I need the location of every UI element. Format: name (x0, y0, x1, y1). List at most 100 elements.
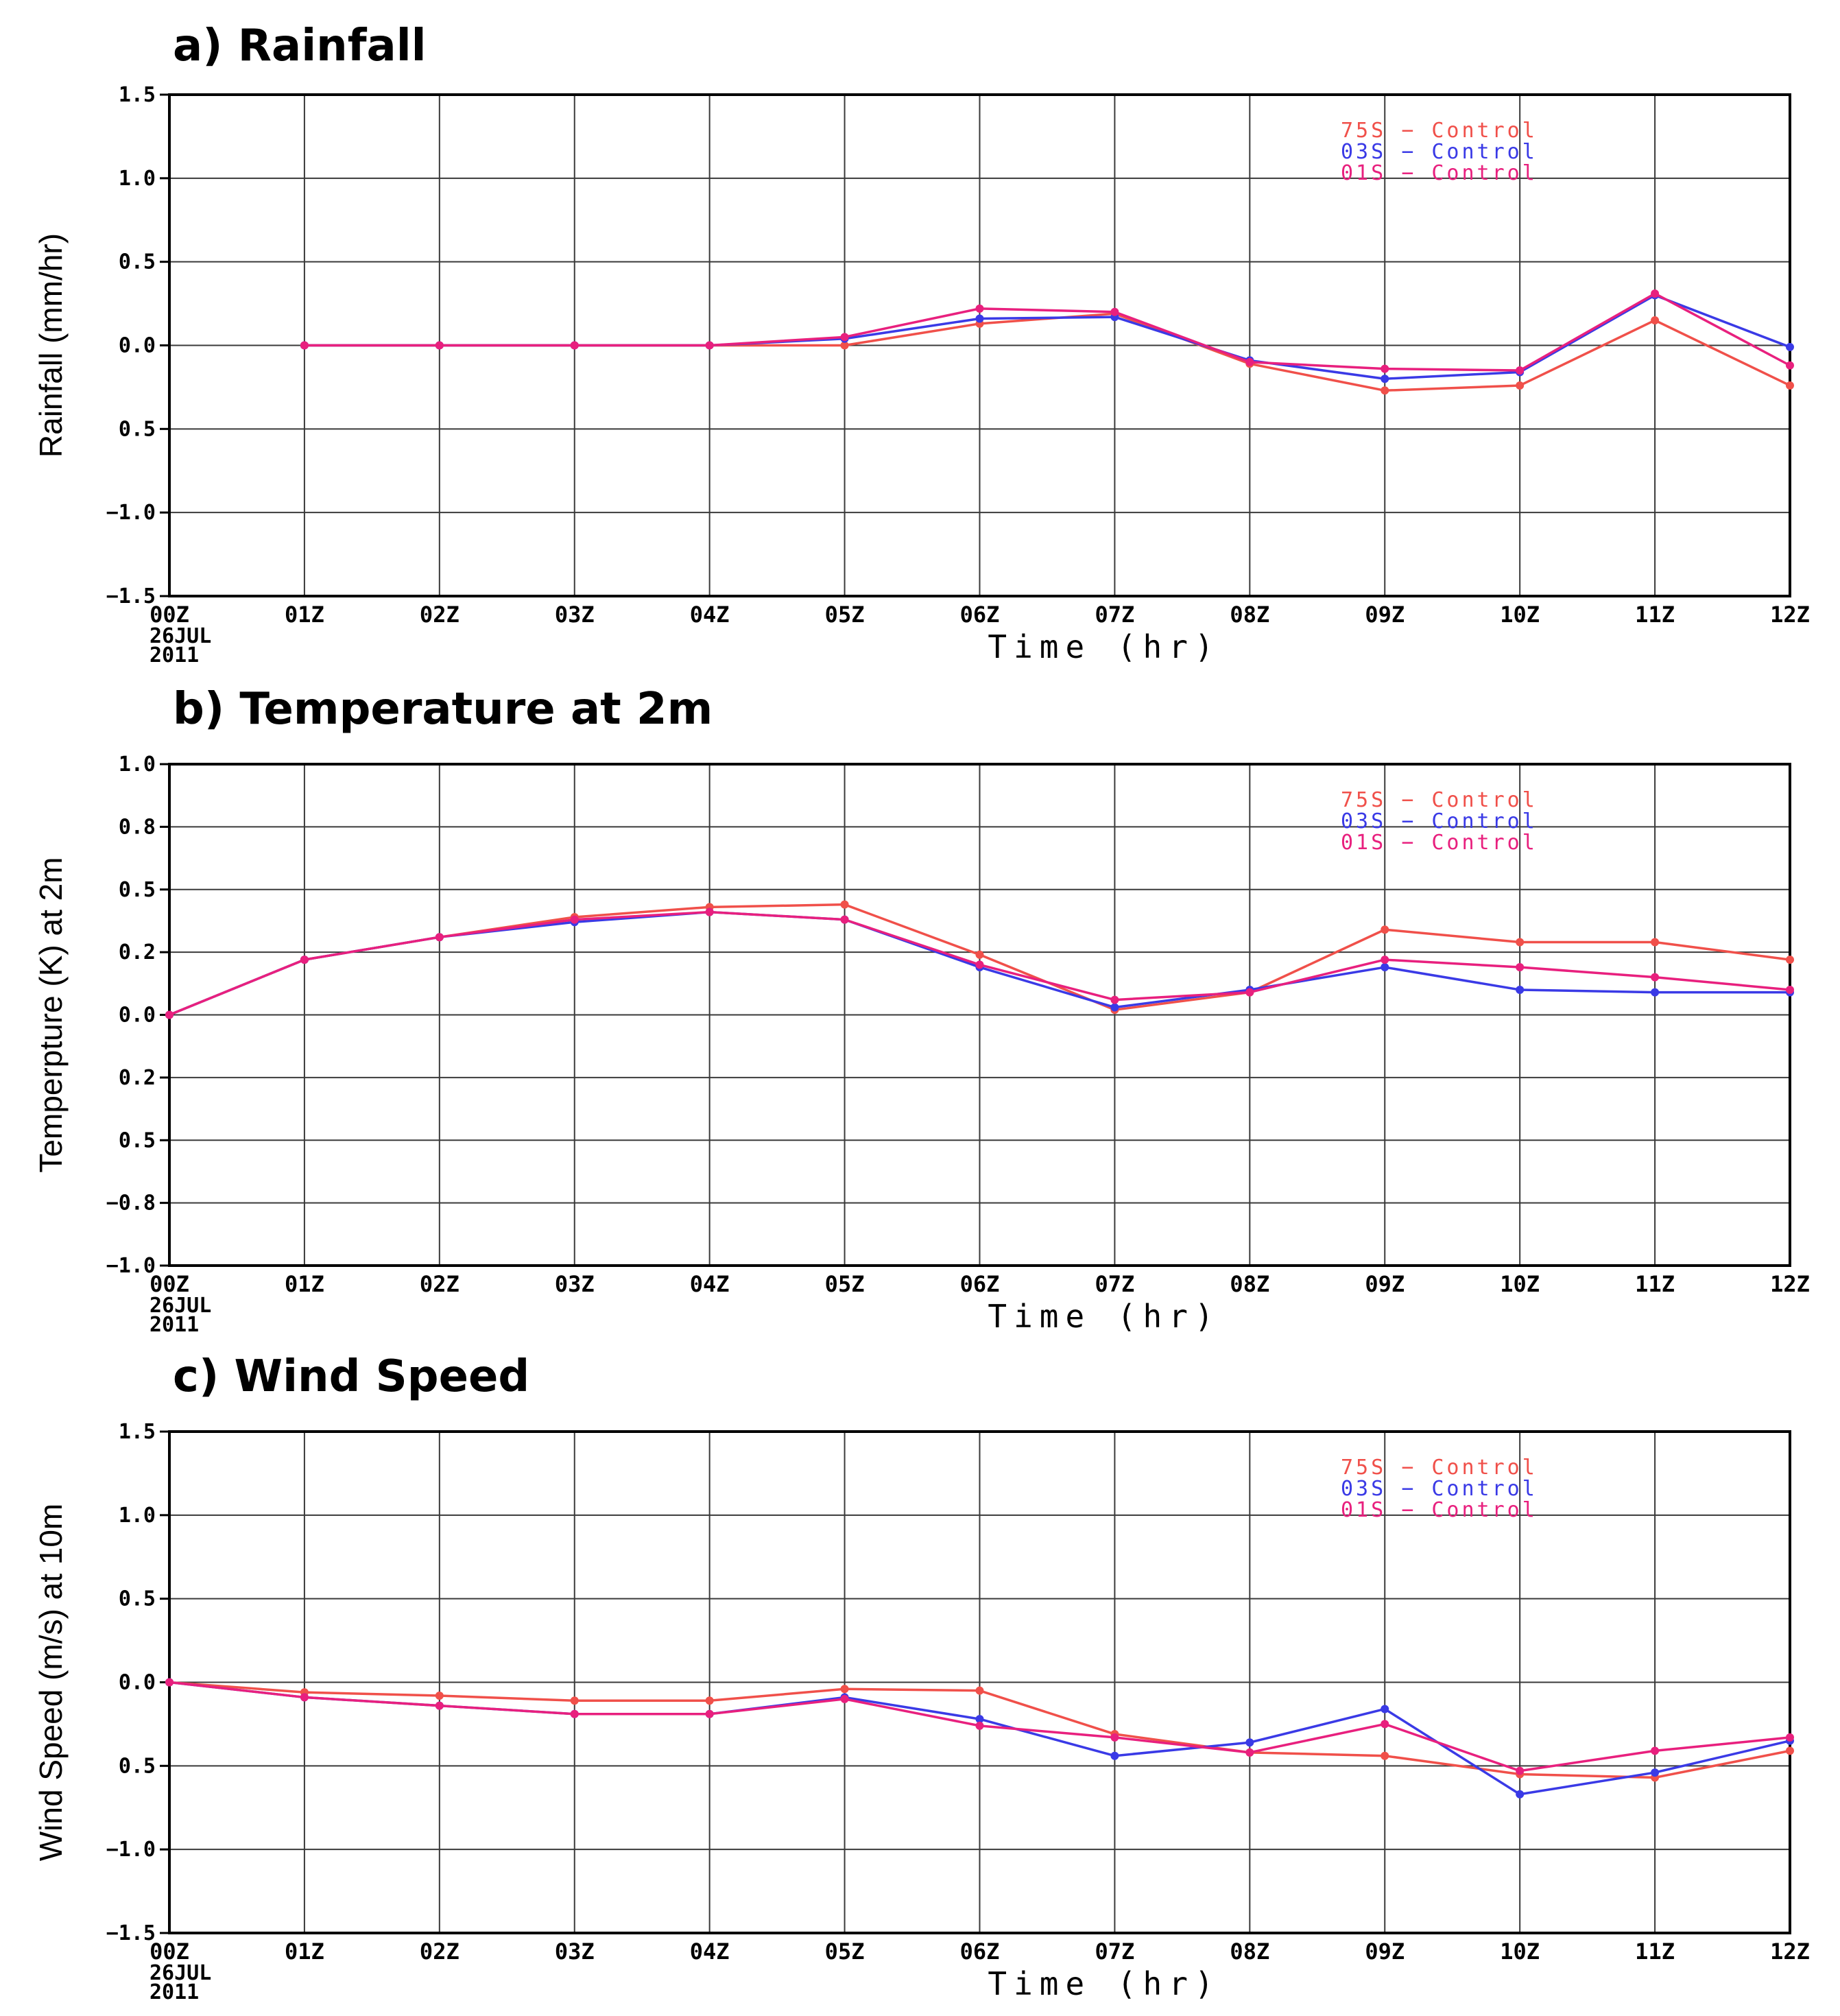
data-point-75S (1381, 925, 1389, 934)
y-tick-label: 1.5 (119, 83, 156, 107)
data-point-01S (165, 1010, 174, 1019)
data-point-01S (300, 341, 309, 350)
x-date-label: 26JUL (150, 1294, 211, 1318)
y-tick-label: −1.0 (106, 1254, 156, 1278)
x-tick-label: 00Z (150, 1938, 189, 1965)
data-point-01S (1786, 985, 1794, 994)
data-point-75S (1516, 938, 1525, 947)
x-tick-label: 05Z (825, 1938, 865, 1965)
data-point-75S (975, 1686, 984, 1695)
x-tick-label: 11Z (1635, 1271, 1675, 1297)
data-point-01S (570, 915, 579, 924)
data-point-75S (840, 1685, 849, 1694)
data-point-01S (1651, 973, 1660, 982)
data-point-01S (840, 333, 849, 342)
y-tick-label: 0.2 (119, 940, 156, 964)
x-tick-label: 03Z (555, 1271, 595, 1297)
x-axis-label: Time (hr) (988, 628, 1220, 665)
data-point-01S (435, 1701, 444, 1710)
data-point-01S (570, 1709, 579, 1718)
x-tick-label: 06Z (960, 1271, 1000, 1297)
data-point-01S (705, 908, 714, 916)
data-point-01S (1245, 1748, 1254, 1757)
x-date-label: 2011 (150, 1313, 199, 1337)
x-tick-label: 07Z (1095, 1271, 1135, 1297)
data-point-01S (975, 304, 984, 313)
data-point-03S (1516, 985, 1525, 994)
y-tick-label: 1.0 (119, 1504, 156, 1528)
data-point-03S (1786, 342, 1794, 351)
y-tick-label: −1.0 (106, 501, 156, 525)
data-point-03S (975, 314, 984, 323)
chart-panel-b-temperature: b) Temperature at 2m 1.0 0.8 0.5 0.2 0.0 0.2 0.… (33, 684, 1810, 1337)
data-point-75S (975, 950, 984, 959)
data-point-01S (1516, 1766, 1525, 1775)
x-date-label: 2011 (150, 643, 199, 667)
data-point-75S (1381, 386, 1389, 395)
x-tick-label: 08Z (1230, 1271, 1269, 1297)
data-point-01S (1516, 963, 1525, 972)
chart-title: a) Rainfall (173, 21, 427, 71)
x-tick-label: 08Z (1230, 1938, 1269, 1965)
legend-entry-03S: 03S − Control (1341, 1477, 1538, 1501)
data-point-01S (435, 933, 444, 942)
data-point-75S (840, 341, 849, 350)
y-tick-label: 0.0 (119, 1004, 156, 1028)
series-line-01S (304, 292, 1791, 372)
x-tick-label: 09Z (1365, 1938, 1405, 1965)
x-axis-label: Time (hr) (988, 1965, 1220, 2002)
y-tick-label: 0.0 (119, 1671, 156, 1695)
data-point-75S (840, 900, 849, 909)
data-point-75S (1381, 1751, 1389, 1760)
legend-entry-75S: 75S − Control (1341, 1456, 1538, 1480)
data-point-01S (705, 1709, 714, 1718)
data-point-01S (435, 341, 444, 350)
x-tick-label: 10Z (1500, 602, 1540, 628)
data-point-03S (1651, 1768, 1660, 1777)
y-tick-label: 0.5 (119, 1754, 156, 1778)
data-point-01S (1110, 995, 1119, 1004)
y-tick-label: −1.5 (106, 584, 156, 608)
data-point-75S (1651, 938, 1660, 947)
x-tick-label: 00Z (150, 1271, 189, 1297)
data-point-01S (705, 341, 714, 350)
data-point-01S (1651, 1746, 1660, 1755)
series-line-75S (304, 312, 1791, 392)
legend-entry-01S: 01S − Control (1341, 831, 1538, 855)
data-point-03S (1516, 1790, 1525, 1799)
data-point-01S (975, 1721, 984, 1730)
x-tick-label: 09Z (1365, 1271, 1405, 1297)
x-tick-label: 11Z (1635, 602, 1675, 628)
x-tick-label: 10Z (1500, 1938, 1540, 1965)
x-tick-label: 00Z (150, 602, 189, 628)
legend-entry-75S: 75S − Control (1341, 788, 1538, 812)
data-point-03S (975, 1715, 984, 1724)
data-point-01S (1110, 1733, 1119, 1742)
x-tick-label: 05Z (825, 1271, 865, 1297)
y-axis-label: Wind Speed (m/s) at 10m (33, 1504, 69, 1862)
x-tick-label: 05Z (825, 602, 865, 628)
data-point-01S (570, 341, 579, 350)
x-tick-label: 04Z (690, 1271, 730, 1297)
y-tick-label: 0.5 (119, 878, 156, 902)
legend-entry-03S: 03S − Control (1341, 809, 1538, 833)
data-point-01S (165, 1678, 174, 1687)
x-tick-label: 01Z (285, 602, 324, 628)
x-tick-label: 11Z (1635, 1938, 1675, 1965)
data-point-01S (1786, 361, 1794, 370)
data-point-01S (1786, 1733, 1794, 1742)
y-axis-label: Rainfall (mm/hr) (33, 233, 69, 458)
data-point-75S (1651, 316, 1660, 324)
x-tick-label: 04Z (690, 1938, 730, 1965)
x-tick-label: 04Z (690, 602, 730, 628)
data-point-01S (975, 960, 984, 969)
x-tick-label: 12Z (1770, 1271, 1810, 1297)
x-axis-label: Time (hr) (988, 1298, 1220, 1335)
data-point-01S (1381, 1720, 1389, 1729)
legend-entry-01S: 01S − Control (1341, 161, 1538, 185)
data-point-75S (570, 1696, 579, 1705)
data-point-03S (1245, 1738, 1254, 1747)
data-point-01S (1245, 988, 1254, 997)
